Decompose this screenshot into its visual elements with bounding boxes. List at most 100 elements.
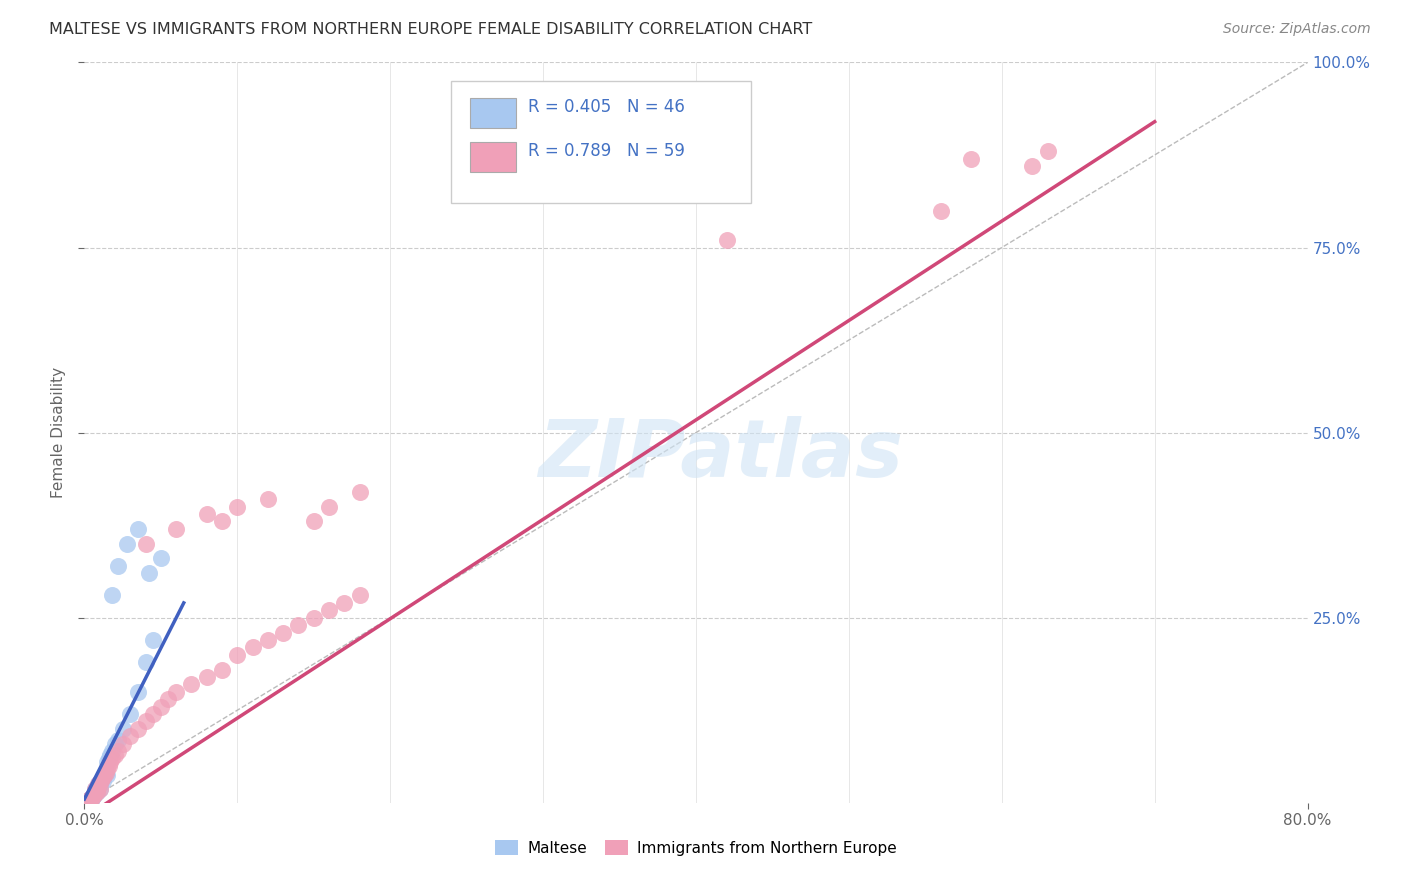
Legend: Maltese, Immigrants from Northern Europe: Maltese, Immigrants from Northern Europe [489,834,903,862]
Point [80,789,103,804]
Point [97,751,120,765]
Y-axis label: Female Disability: Female Disability [51,367,66,499]
Point [226,500,249,514]
Point [104,747,127,762]
Point [138,566,160,581]
Point [157,692,180,706]
Point [302,610,325,624]
Point [91,770,114,784]
Point [90,773,112,788]
Point [287,618,309,632]
FancyBboxPatch shape [451,81,751,203]
Point [242,640,264,655]
Point [165,685,187,699]
Point [107,732,129,747]
Point [86,782,108,797]
Point [127,685,149,699]
Point [83,789,105,803]
Point [96,763,118,777]
Point [111,737,134,751]
Point [96,755,118,769]
Point [89,775,111,789]
Point [91,770,114,784]
Point [83,789,105,803]
Point [107,558,129,573]
Point [115,536,138,550]
Point [195,670,218,684]
Point [87,780,110,794]
Point [211,515,233,529]
Text: R = 0.405   N = 46: R = 0.405 N = 46 [529,98,685,116]
Point [94,766,117,780]
Point [127,522,149,536]
Point [89,777,111,791]
Point [111,722,134,736]
Text: Source: ZipAtlas.com: Source: ZipAtlas.com [1223,22,1371,37]
Point [87,777,110,791]
Point [135,536,157,550]
Point [89,782,111,797]
Point [149,551,172,566]
Point [83,787,105,801]
Point [120,706,142,721]
Point [318,603,340,617]
Point [86,780,108,795]
Point [84,785,107,799]
Point [89,782,111,797]
Point [257,632,280,647]
Point [135,714,157,729]
Point [101,751,124,765]
Point [80,791,103,805]
Point [302,515,325,529]
Point [77,793,100,807]
Point [77,793,100,807]
Point [79,792,101,806]
Point [142,706,165,721]
Point [83,789,105,803]
Point [80,789,103,804]
Point [98,747,121,762]
Point [89,775,111,789]
Point [149,699,172,714]
Point [1036,145,1059,159]
Point [120,729,142,743]
Point [104,737,127,751]
Point [84,785,107,799]
Point [195,507,218,521]
Point [77,794,100,808]
Point [93,767,115,781]
Point [91,773,114,788]
Point [929,203,952,218]
Point [101,744,124,758]
Point [96,767,118,781]
Point [98,755,121,769]
FancyBboxPatch shape [470,98,516,128]
Point [84,782,107,797]
Point [80,790,103,805]
Text: R = 0.789   N = 59: R = 0.789 N = 59 [529,143,685,161]
Point [1021,159,1043,173]
Point [716,233,738,247]
Point [333,596,356,610]
Point [87,780,110,794]
Point [349,589,371,603]
Point [107,744,129,758]
Point [86,780,108,795]
Point [211,663,233,677]
Point [90,773,112,788]
Point [142,632,165,647]
Point [84,785,107,799]
Point [135,655,157,669]
Point [180,677,202,691]
Point [84,782,107,797]
Text: MALTESE VS IMMIGRANTS FROM NORTHERN EUROPE FEMALE DISABILITY CORRELATION CHART: MALTESE VS IMMIGRANTS FROM NORTHERN EURO… [49,22,813,37]
Point [101,589,124,603]
Point [76,794,98,808]
Point [87,777,110,791]
Point [86,785,108,799]
Point [93,767,115,781]
Point [87,780,110,794]
Point [318,500,340,514]
Point [257,492,280,507]
Point [226,648,249,662]
